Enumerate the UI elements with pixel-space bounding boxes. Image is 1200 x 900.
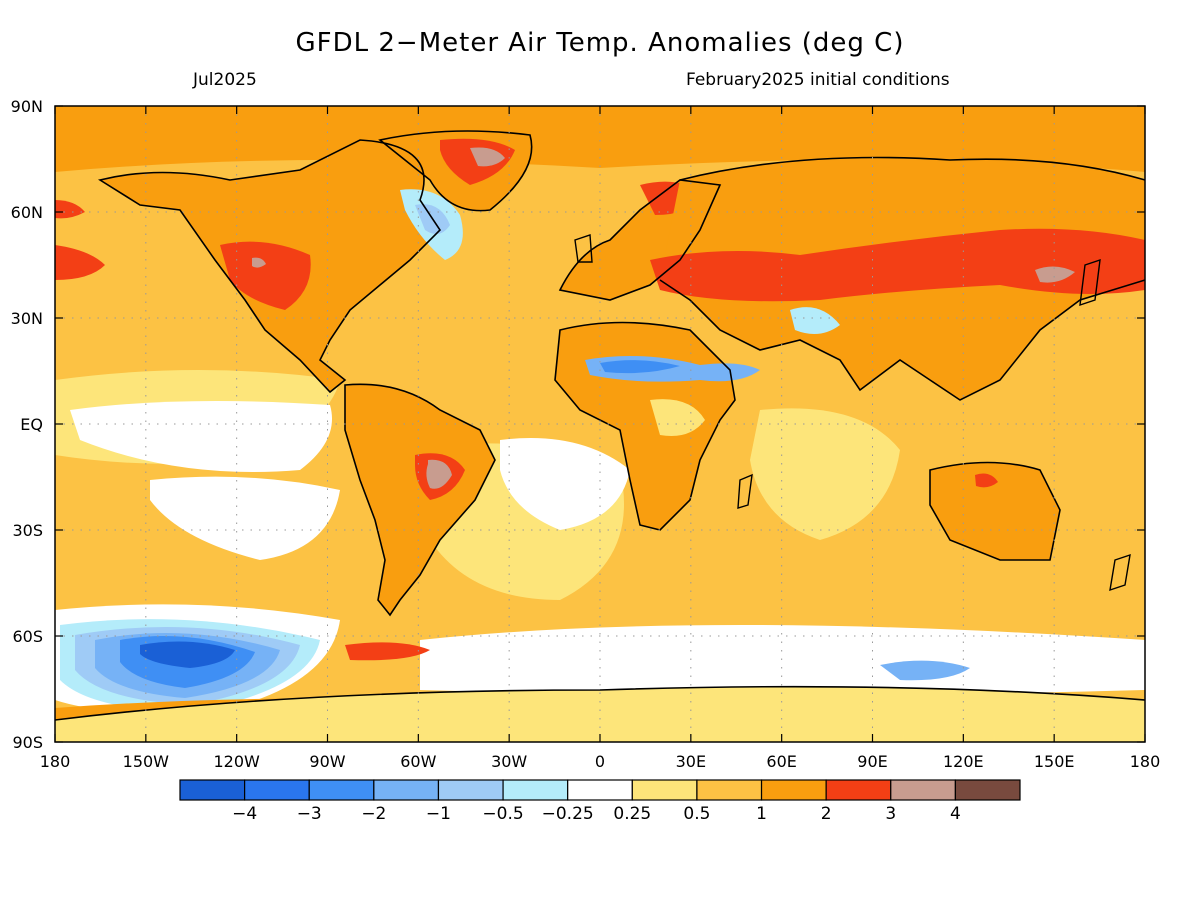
- lat-label: 30S: [12, 521, 43, 540]
- axis-ticks: [54, 105, 1146, 743]
- east-africa-mild-region: [650, 399, 705, 436]
- western-us-extreme-warm-core: [252, 257, 266, 268]
- southern-indian-ocean-cool-patch: [880, 660, 970, 681]
- north-india-cool-region: [790, 307, 840, 334]
- western-us-warm-region: [220, 241, 311, 310]
- colorbar-label: −3: [297, 804, 322, 824]
- australia-landmass: [930, 462, 1060, 560]
- lon-label: 30E: [676, 752, 706, 771]
- lat-label: 30N: [11, 309, 43, 328]
- lon-label: 0: [595, 752, 605, 771]
- lat-label: 90N: [11, 97, 43, 116]
- longitude-labels: 180 150W 120W 90W 60W 30W 0 30E 60E 90E 120E 150E 18…: [40, 752, 1161, 771]
- lon-label: 60E: [766, 752, 796, 771]
- south-america-landmass: [345, 384, 495, 615]
- colorbar-swatch: [631, 779, 698, 801]
- japan-coastline: [1079, 258, 1101, 307]
- colorbar-label: −0.25: [542, 804, 594, 824]
- colorbar-swatch: [502, 779, 569, 801]
- new-zealand-coastline: [1109, 553, 1131, 592]
- alaska-warm-patch: [55, 200, 85, 219]
- lon-label: 150W: [123, 752, 170, 771]
- colorbar-swatch: [890, 779, 956, 801]
- colorbar-swatch: [696, 779, 763, 801]
- anomaly-map: [55, 106, 1145, 742]
- colorbar-label: 1: [756, 804, 767, 824]
- colorbar-label: −1: [426, 804, 451, 824]
- africa-coastline: [554, 321, 736, 531]
- map-title: GFDL 2−Meter Air Temp. Anomalies (deg C): [295, 28, 905, 58]
- colorbar-swatch: [567, 779, 633, 801]
- north-pacific-warm-patch: [55, 245, 105, 280]
- colorbar-label: 0.25: [613, 804, 651, 824]
- madagascar-coastline: [737, 473, 753, 509]
- lon-label: 60W: [400, 752, 436, 771]
- central-brazil-extreme-warm-core: [426, 459, 452, 489]
- east-asia-extreme-warm-core: [1035, 266, 1075, 283]
- central-asia-warm-band: [650, 228, 1145, 302]
- south-america-coastline: [344, 383, 496, 617]
- antarctica-coastline: [55, 685, 1145, 721]
- colorbar-swatch: [437, 779, 504, 801]
- colorbar-label: −4: [232, 804, 257, 824]
- australia-coastline: [929, 461, 1061, 561]
- initial-conditions-label: February2025 initial conditions: [686, 70, 950, 90]
- antarctica-landmass: [55, 686, 1145, 742]
- equatorial-pacific-neutral-region: [70, 401, 332, 472]
- colorbar-label: 3: [885, 804, 896, 824]
- south-pacific-coldest-core: [140, 641, 235, 668]
- europe-coastline: [558, 179, 722, 301]
- greenland-extreme-warm-core: [470, 147, 505, 167]
- lon-label: 120W: [213, 752, 260, 771]
- lon-label: 180: [40, 752, 71, 771]
- map-gridlines: [55, 106, 1145, 742]
- colorbar-swatch: [954, 779, 1021, 801]
- drake-passage-warm-patch: [345, 642, 430, 661]
- colorbar-swatch: [244, 779, 310, 801]
- indian-ocean-mild-region: [750, 408, 900, 540]
- colorbar-swatch: [760, 779, 827, 801]
- southeast-pacific-neutral-region: [150, 476, 340, 560]
- north-america-coastline: [97, 139, 442, 394]
- australia-warm-patch: [975, 473, 998, 488]
- south-atlantic-neutral-region: [500, 438, 630, 530]
- lon-label: 90W: [309, 752, 345, 771]
- lat-label: 60S: [12, 627, 43, 646]
- colorbar-swatch: [308, 779, 375, 801]
- asia-coastline: [659, 156, 1145, 401]
- latitude-labels: 90N 60N 30N EQ 30S 60S 90S: [11, 97, 43, 752]
- sahel-colder-core: [600, 360, 680, 374]
- colorbar-swatch: [373, 779, 440, 801]
- colorbar-label: 4: [950, 804, 961, 824]
- colorbar-swatch: [179, 779, 246, 801]
- lat-label: 90S: [12, 733, 43, 752]
- greenland-coastline: [378, 130, 533, 212]
- lon-label: 180: [1130, 752, 1161, 771]
- colorbar-label: 0.5: [683, 804, 710, 824]
- british-isles-coastline: [574, 234, 593, 263]
- lon-label: 150E: [1034, 752, 1075, 771]
- southern-ocean-neutral-band: [420, 625, 1145, 695]
- colorbar-label: −0.5: [482, 804, 523, 824]
- lon-label: 90E: [857, 752, 887, 771]
- forecast-month-label: Jul2025: [193, 70, 257, 90]
- lat-label: EQ: [20, 415, 43, 434]
- colorbar-legend: −4 −3 −2 −1 −0.5 −0.25 0.25 0.5 1 2 3 4: [179, 779, 1021, 824]
- lat-label: 60N: [11, 203, 43, 222]
- colorbar-swatch: [825, 779, 892, 801]
- lon-label: 30W: [491, 752, 527, 771]
- colorbar-label: −2: [361, 804, 386, 824]
- lon-label: 120E: [943, 752, 984, 771]
- colorbar-label: 2: [821, 804, 832, 824]
